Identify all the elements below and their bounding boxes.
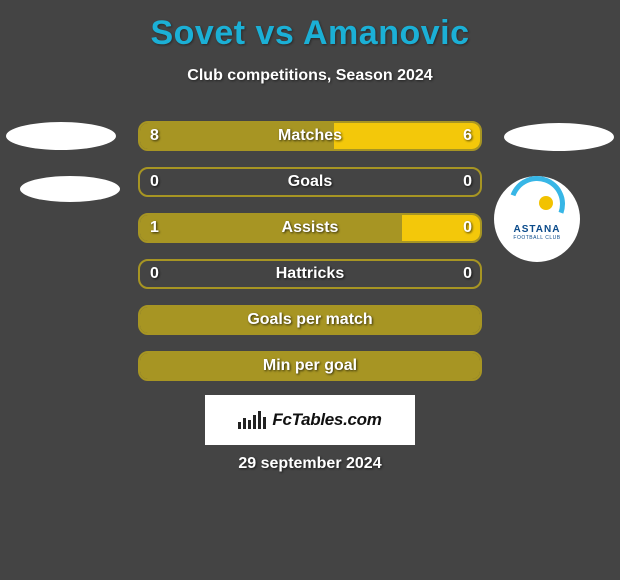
- astana-sub: FOOTBALL CLUB: [513, 235, 560, 241]
- bar-fill-left: [140, 307, 480, 333]
- bar-fill-left: [140, 215, 402, 241]
- bar-track: [138, 213, 482, 243]
- stat-row: Hattricks00: [0, 259, 620, 289]
- date-text: 29 september 2024: [0, 455, 620, 473]
- bar-track: [138, 305, 482, 335]
- astana-swoosh-icon: [509, 198, 565, 222]
- bar-fill-left: [140, 123, 334, 149]
- fctables-logo: FcTables.com: [205, 395, 415, 445]
- bar-track: [138, 259, 482, 289]
- bar-track: [138, 167, 482, 197]
- bar-track: [138, 351, 482, 381]
- bar-fill-right: [334, 123, 480, 149]
- bar-fill-right: [402, 215, 480, 241]
- fctables-brand-text: FcTables.com: [272, 410, 381, 430]
- team-badge-placeholder: [20, 176, 120, 202]
- team-badge-placeholder: [504, 123, 614, 151]
- bar-chart-icon: [238, 411, 266, 429]
- bar-track: [138, 121, 482, 151]
- bar-fill-left: [140, 353, 480, 379]
- team-badge-placeholder: [6, 122, 116, 150]
- page-title: Sovet vs Amanovic: [0, 0, 620, 53]
- astana-badge: ASTANAFOOTBALL CLUB: [494, 176, 580, 262]
- stat-row: Goals per match: [0, 305, 620, 335]
- stat-row: Min per goal: [0, 351, 620, 381]
- subtitle: Club competitions, Season 2024: [0, 67, 620, 85]
